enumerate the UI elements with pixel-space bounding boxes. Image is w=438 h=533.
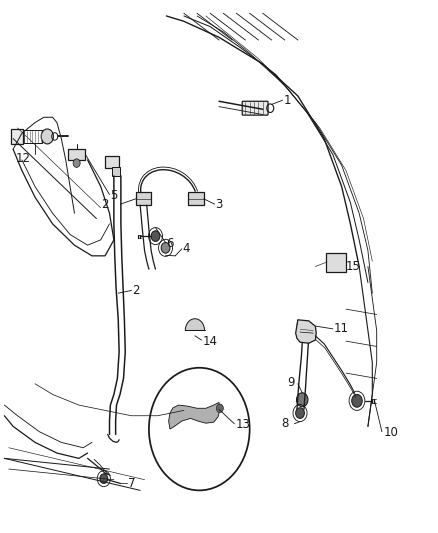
Bar bbox=[112, 167, 120, 176]
Text: 2: 2 bbox=[132, 284, 140, 297]
Text: 12: 12 bbox=[16, 152, 31, 165]
Circle shape bbox=[216, 404, 223, 413]
Text: 7: 7 bbox=[128, 477, 135, 490]
Text: 11: 11 bbox=[334, 322, 349, 335]
Text: 15: 15 bbox=[346, 260, 361, 273]
FancyBboxPatch shape bbox=[242, 101, 268, 115]
Text: 6: 6 bbox=[166, 237, 174, 250]
Text: 9: 9 bbox=[287, 376, 294, 389]
Bar bbox=[326, 253, 346, 272]
Circle shape bbox=[352, 394, 362, 407]
Text: 13: 13 bbox=[235, 418, 250, 431]
Circle shape bbox=[151, 231, 160, 241]
Text: 10: 10 bbox=[383, 426, 398, 439]
Text: 1: 1 bbox=[284, 94, 291, 107]
Wedge shape bbox=[185, 319, 205, 330]
Polygon shape bbox=[169, 402, 220, 429]
Text: 3: 3 bbox=[215, 198, 223, 211]
Text: 8: 8 bbox=[282, 417, 289, 430]
Bar bbox=[11, 129, 23, 144]
Polygon shape bbox=[296, 320, 316, 343]
Bar bbox=[105, 156, 119, 168]
Text: 5: 5 bbox=[110, 189, 118, 202]
Text: 2: 2 bbox=[101, 198, 109, 211]
Circle shape bbox=[73, 159, 80, 167]
Polygon shape bbox=[188, 192, 204, 205]
Circle shape bbox=[297, 393, 308, 407]
Bar bbox=[24, 130, 42, 143]
Polygon shape bbox=[136, 192, 151, 205]
Circle shape bbox=[296, 408, 304, 418]
Circle shape bbox=[41, 129, 53, 144]
Polygon shape bbox=[68, 149, 85, 160]
Circle shape bbox=[161, 243, 170, 253]
Text: 4: 4 bbox=[183, 243, 190, 255]
Text: 14: 14 bbox=[203, 335, 218, 348]
Circle shape bbox=[100, 474, 108, 483]
